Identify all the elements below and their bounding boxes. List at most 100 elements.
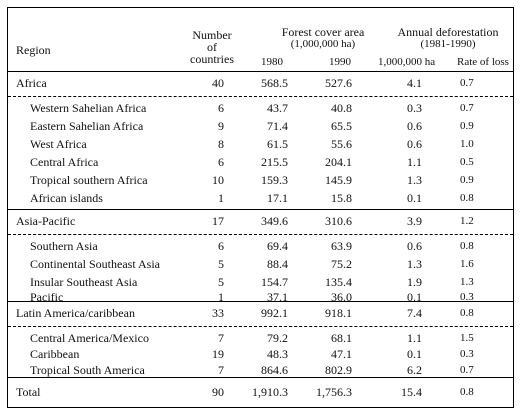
row-rate: 0.8: [460, 307, 474, 319]
row-1990: 802.9: [325, 363, 352, 377]
row-1980: 88.4: [267, 257, 288, 271]
row-rate: 1.6: [460, 258, 474, 270]
row-ha: 1.3: [407, 173, 422, 187]
row-rate: 0.3: [460, 291, 474, 303]
row-region: Western Sahelian Africa: [30, 101, 147, 115]
row-rate: 1.3: [460, 276, 474, 288]
row-1980: 992.1: [261, 306, 288, 320]
row-1990: 145.9: [325, 173, 352, 187]
row-count: 40: [212, 76, 224, 90]
row-1980: 69.4: [267, 239, 288, 253]
row-count: 6: [218, 239, 224, 253]
row-1990: 15.8: [331, 191, 352, 205]
row-count: 1: [218, 191, 224, 205]
row-count: 8: [218, 137, 224, 151]
row-region-total: Total: [16, 385, 41, 399]
rule-africa-end: [8, 209, 513, 210]
row-1980: 568.5: [261, 76, 288, 90]
row-ha: 0.6: [407, 239, 422, 253]
row-1980: 79.2: [267, 331, 288, 345]
row-count: 7: [218, 331, 224, 345]
row-rate: 0.8: [460, 192, 474, 204]
row-rate: 0.8: [460, 386, 474, 398]
row-1990: 135.4: [325, 275, 352, 289]
row-1980: 71.4: [267, 119, 288, 133]
row-1990: 63.9: [331, 239, 352, 253]
row-region: Southern Asia: [30, 239, 98, 253]
header-1990: 1990: [329, 56, 351, 68]
row-1980: 864.6: [261, 363, 288, 377]
row-ha: 0.1: [407, 347, 422, 361]
row-rate: 0.7: [460, 77, 474, 89]
row-1990: 310.6: [325, 214, 352, 228]
row-region: Eastern Sahelian Africa: [30, 119, 144, 133]
row-ha: 6.2: [407, 363, 422, 377]
row-1990: 1,756.3: [316, 385, 352, 399]
row-ha: 3.9: [407, 214, 422, 228]
row-1980: 215.5: [261, 155, 288, 169]
row-count: 17: [212, 214, 224, 228]
row-region: Tropical southern Africa: [30, 173, 148, 187]
row-region: Insular Southeast Asia: [30, 275, 138, 289]
row-1990: 47.1: [331, 347, 352, 361]
row-ha: 1.1: [407, 331, 422, 345]
row-count: 19: [212, 347, 224, 361]
header-of: of: [207, 40, 217, 54]
row-1990: 55.6: [331, 137, 352, 151]
header-forest-cover: Forest cover area: [281, 25, 365, 39]
header-unit-ha: 1,000,000 ha: [378, 56, 436, 68]
row-1980: 159.3: [261, 173, 288, 187]
row-rate: 1.2: [460, 215, 474, 227]
row-rate: 0.3: [460, 348, 474, 360]
header-rate-of-loss: Rate of loss: [457, 56, 509, 68]
row-1980: 1,910.3: [252, 385, 288, 399]
row-1980: 61.5: [267, 137, 288, 151]
rule-asia: [8, 234, 513, 235]
row-1980: 37.1: [267, 290, 288, 304]
row-rate: 0.5: [460, 156, 474, 168]
row-count: 6: [218, 101, 224, 115]
row-ha: 1.3: [407, 257, 422, 271]
row-count: 7: [218, 363, 224, 377]
row-count: 10: [212, 173, 224, 187]
row-region: Latin America/caribbean: [16, 306, 135, 320]
row-region: Tropical South America: [30, 363, 145, 377]
row-rate: 0.8: [460, 240, 474, 252]
header-deforestation: Annual deforestation: [397, 25, 499, 39]
row-1990: 40.8: [331, 101, 352, 115]
row-1990: 204.1: [325, 155, 352, 169]
row-region: Pacific: [30, 290, 64, 304]
row-ha: 4.1: [407, 76, 422, 90]
row-ha: 0.6: [407, 119, 422, 133]
row-rate: 0.9: [460, 174, 474, 186]
header-period: (1981-1990): [420, 38, 476, 50]
row-region: Africa: [16, 76, 47, 90]
row-ha: 1.1: [407, 155, 422, 169]
row-1980: 17.1: [267, 191, 288, 205]
row-ha: 15.4: [401, 385, 422, 399]
row-1990: 75.2: [331, 257, 352, 271]
row-ha: 0.1: [407, 290, 422, 304]
row-1980: 43.7: [267, 101, 288, 115]
row-1990: 918.1: [325, 306, 352, 320]
row-region: Asia-Pacific: [16, 214, 76, 228]
row-1990: 36.0: [331, 290, 352, 304]
row-count: 5: [218, 257, 224, 271]
row-ha: 0.3: [407, 101, 422, 115]
rule-header: [8, 71, 513, 72]
row-1990: 65.5: [331, 119, 352, 133]
row-count: 33: [212, 306, 224, 320]
rule-asia-end: [8, 301, 513, 302]
header-1980: 1980: [261, 56, 283, 68]
row-rate: 0.9: [460, 120, 474, 132]
row-ha: 7.4: [407, 306, 422, 320]
row-region: Caribbean: [30, 347, 80, 361]
row-1990: 68.1: [331, 331, 352, 345]
row-count: 5: [218, 275, 224, 289]
row-rate: 0.7: [460, 364, 474, 376]
rule-latam: [8, 326, 513, 327]
row-region: West Africa: [30, 137, 87, 151]
row-ha: 0.6: [407, 137, 422, 151]
header-number: Number: [192, 28, 232, 42]
row-region: Central Africa: [30, 155, 99, 169]
